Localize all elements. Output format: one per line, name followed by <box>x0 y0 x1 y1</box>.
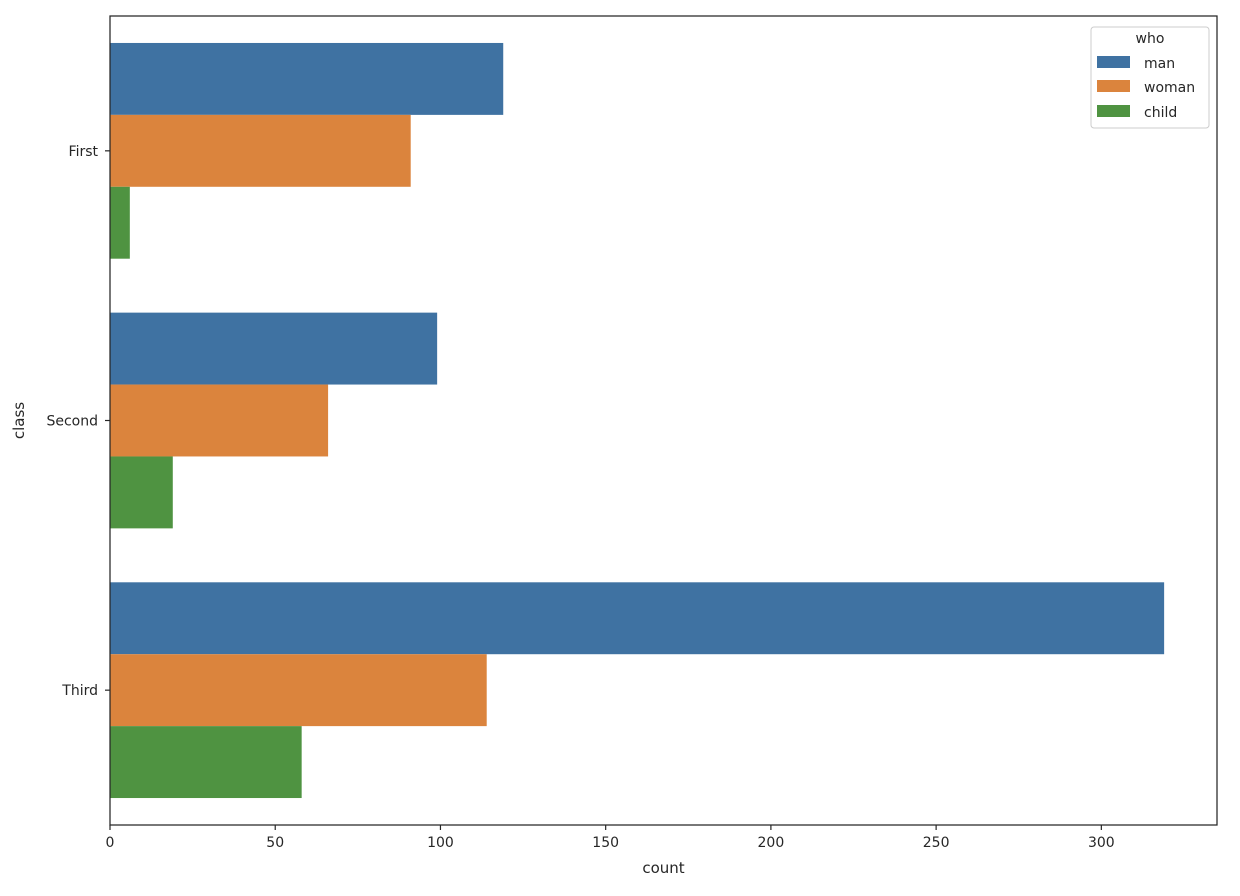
legend-items: man woman child <box>1097 56 1195 121</box>
legend-swatch-man <box>1097 56 1130 68</box>
legend-swatch-child <box>1097 105 1130 117</box>
x-ticks: 0 50 100 150 200 250 300 <box>106 825 1115 851</box>
y-tick-label-third: Third <box>61 683 98 699</box>
legend-label-child: child <box>1144 105 1177 121</box>
legend: who man woman child <box>1090 26 1210 129</box>
x-tick-label-250: 250 <box>923 835 950 851</box>
bar-first-man <box>110 42 504 115</box>
x-axis-label: count <box>642 859 684 877</box>
x-tick-label-150: 150 <box>592 835 619 851</box>
bar-second-woman <box>110 384 329 457</box>
bars-layer <box>110 42 1165 799</box>
y-tick-label-first: First <box>69 144 99 160</box>
bar-second-child <box>110 456 173 529</box>
y-tick-label-second: Second <box>46 414 98 430</box>
x-tick-label-100: 100 <box>427 835 454 851</box>
legend-label-woman: woman <box>1144 80 1195 96</box>
legend-title: who <box>1136 31 1165 47</box>
bar-first-child <box>110 186 130 259</box>
y-axis-label: class <box>10 402 28 439</box>
x-tick-label-200: 200 <box>758 835 785 851</box>
x-tick-label-0: 0 <box>106 835 115 851</box>
bar-third-woman <box>110 654 487 727</box>
legend-box <box>1090 26 1210 129</box>
bar-third-child <box>110 726 302 799</box>
x-tick-label-300: 300 <box>1088 835 1115 851</box>
x-tick-label-50: 50 <box>266 835 284 851</box>
y-ticks: First Second Third <box>46 144 110 699</box>
bar-second-man <box>110 312 438 385</box>
legend-label-man: man <box>1144 56 1175 72</box>
bar-third-man <box>110 582 1165 655</box>
legend-swatch-woman <box>1097 80 1130 92</box>
bar-first-woman <box>110 114 411 187</box>
